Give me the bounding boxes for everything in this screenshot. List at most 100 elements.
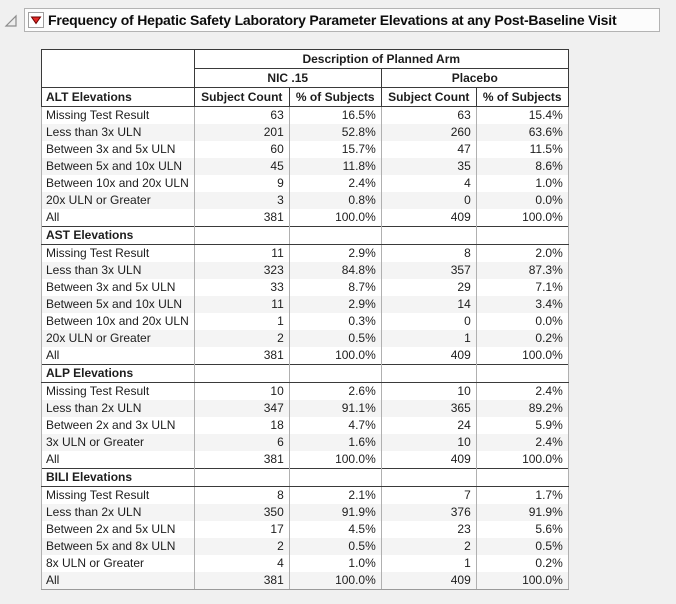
percent-subjects-cell: 89.2% <box>475 400 569 417</box>
frequency-table-container: Description of Planned Arm NIC .15 Place… <box>41 49 569 590</box>
section-empty-cell <box>288 226 382 245</box>
table-row: Between 5x and 10x ULN 11 2.9% 14 3.4% <box>41 296 569 313</box>
percent-subjects-cell: 2.6% <box>288 382 382 400</box>
percent-subjects-cell: 91.9% <box>288 504 382 521</box>
percent-subjects-cell: 2.0% <box>475 244 569 262</box>
outline-title-bar[interactable]: Frequency of Hepatic Safety Laboratory P… <box>24 8 660 32</box>
row-label-cell: Less than 2x ULN <box>41 400 195 417</box>
percent-subjects-cell: 15.4% <box>475 106 569 124</box>
subject-count-cell: 409 <box>380 572 477 590</box>
subject-count-cell: 3 <box>193 192 290 209</box>
percent-subjects-cell: 0.3% <box>288 313 382 330</box>
percent-subjects-cell: 2.9% <box>288 244 382 262</box>
subject-count-cell: 8 <box>193 486 290 504</box>
section-empty-cell <box>380 468 477 487</box>
row-label-cell: 20x ULN or Greater <box>41 192 195 209</box>
row-label-cell: All <box>41 451 195 469</box>
subject-count-cell: 323 <box>193 262 290 279</box>
table-row: Between 2x and 3x ULN 18 4.7% 24 5.9% <box>41 417 569 434</box>
subject-count-cell: 409 <box>380 209 477 227</box>
subject-count-cell: 8 <box>380 244 477 262</box>
table-row: 20x ULN or Greater 3 0.8% 0 0.0% <box>41 192 569 209</box>
row-label-cell: Less than 2x ULN <box>41 504 195 521</box>
subject-count-cell: 18 <box>193 417 290 434</box>
percent-subjects-cell: 1.0% <box>475 175 569 192</box>
table-row: 3x ULN or Greater 6 1.6% 10 2.4% <box>41 434 569 451</box>
section-empty-cell <box>193 226 290 245</box>
section-label: ALP Elevations <box>41 364 195 383</box>
percent-subjects-cell: 2.4% <box>475 382 569 400</box>
subject-count-cell: 409 <box>380 451 477 469</box>
row-label-cell: 20x ULN or Greater <box>41 330 195 347</box>
percent-subjects-cell: 1.7% <box>475 486 569 504</box>
row-label-cell: All <box>41 347 195 365</box>
section-empty-cell <box>193 468 290 487</box>
percent-subjects-cell: 87.3% <box>475 262 569 279</box>
subject-count-cell: 2 <box>193 330 290 347</box>
subject-count-cell: 381 <box>193 209 290 227</box>
percent-subjects-cell: 5.6% <box>475 521 569 538</box>
percent-subjects-cell: 2.1% <box>288 486 382 504</box>
subject-count-cell: 376 <box>380 504 477 521</box>
row-label-cell: Missing Test Result <box>41 382 195 400</box>
subject-count-cell: 7 <box>380 486 477 504</box>
arm-header-placebo: Placebo <box>380 68 569 88</box>
subject-count-cell: 381 <box>193 347 290 365</box>
table-row: Less than 2x ULN 347 91.1% 365 89.2% <box>41 400 569 417</box>
percent-subjects-cell: 11.5% <box>475 141 569 158</box>
percent-subjects-cell: 4.5% <box>288 521 382 538</box>
section-empty-cell <box>288 468 382 487</box>
subject-count-cell: 24 <box>380 417 477 434</box>
table-row: All 381 100.0% 409 100.0% <box>41 347 569 365</box>
subject-count-cell: 0 <box>380 192 477 209</box>
percent-subjects-cell: 7.1% <box>475 279 569 296</box>
table-row: Between 5x and 10x ULN 45 11.8% 35 8.6% <box>41 158 569 175</box>
percent-subjects-cell: 8.6% <box>475 158 569 175</box>
subject-count-cell: 60 <box>193 141 290 158</box>
percent-subjects-cell: 52.8% <box>288 124 382 141</box>
subject-count-cell: 350 <box>193 504 290 521</box>
percent-subjects-cell: 2.9% <box>288 296 382 313</box>
arm-header-nic: NIC .15 <box>193 68 382 88</box>
table-row: Less than 3x ULN 323 84.8% 357 87.3% <box>41 262 569 279</box>
section-empty-cell <box>475 364 569 383</box>
percent-subjects-cell: 0.8% <box>288 192 382 209</box>
table-row: Between 5x and 8x ULN 2 0.5% 2 0.5% <box>41 538 569 555</box>
subject-count-cell: 11 <box>193 296 290 313</box>
percent-subjects-cell: 91.9% <box>475 504 569 521</box>
subject-count-cell: 11 <box>193 244 290 262</box>
subject-count-cell: 10 <box>193 382 290 400</box>
percent-subjects-cell: 16.5% <box>288 106 382 124</box>
section-header-row: ALP Elevations <box>41 364 569 383</box>
red-triangle-menu-button[interactable] <box>28 12 44 28</box>
percent-subjects-cell: 100.0% <box>475 451 569 469</box>
percent-subjects-cell: 11.8% <box>288 158 382 175</box>
table-row: Missing Test Result 8 2.1% 7 1.7% <box>41 486 569 504</box>
percent-subjects-cell: 100.0% <box>288 209 382 227</box>
subject-count-cell: 17 <box>193 521 290 538</box>
row-label-cell: Missing Test Result <box>41 244 195 262</box>
percent-subjects-cell: 8.7% <box>288 279 382 296</box>
table-row: All 381 100.0% 409 100.0% <box>41 209 569 227</box>
row-label-cell: Between 10x and 20x ULN <box>41 313 195 330</box>
percent-subjects-cell: 2.4% <box>288 175 382 192</box>
row-label-cell: Less than 3x ULN <box>41 262 195 279</box>
table-row: Between 2x and 5x ULN 17 4.5% 23 5.6% <box>41 521 569 538</box>
section-label: BILI Elevations <box>41 468 195 487</box>
percent-subjects-cell: 0.5% <box>475 538 569 555</box>
percent-subjects-cell: 15.7% <box>288 141 382 158</box>
section-label: AST Elevations <box>41 226 195 245</box>
table-header: Description of Planned Arm NIC .15 Place… <box>41 49 569 107</box>
disclosure-triangle-icon[interactable] <box>4 14 18 28</box>
subject-count-cell: 23 <box>380 521 477 538</box>
percent-subjects-cell: 2.4% <box>475 434 569 451</box>
subject-count-cell: 2 <box>380 538 477 555</box>
section-empty-cell <box>380 364 477 383</box>
subject-count-cell: 35 <box>380 158 477 175</box>
row-label-cell: Between 5x and 10x ULN <box>41 296 195 313</box>
col-header-pct-subjects-nic: % of Subjects <box>288 87 382 107</box>
percent-subjects-cell: 0.0% <box>475 192 569 209</box>
percent-subjects-cell: 63.6% <box>475 124 569 141</box>
percent-subjects-cell: 4.7% <box>288 417 382 434</box>
